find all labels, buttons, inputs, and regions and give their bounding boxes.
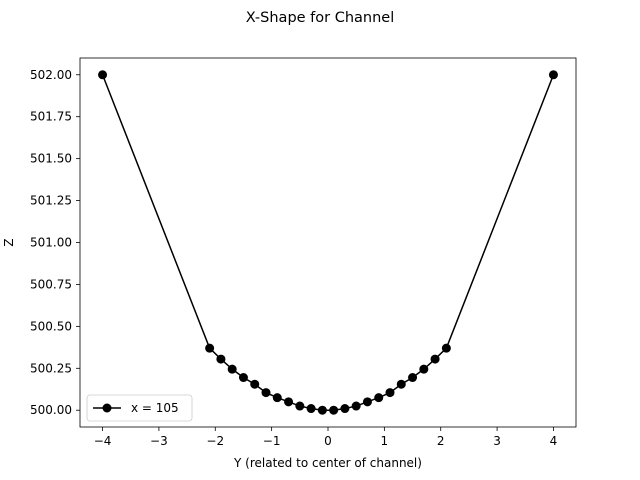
x-tick-label: −2 xyxy=(206,434,224,448)
data-point xyxy=(317,405,327,415)
y-tick-label: 501.75 xyxy=(30,110,72,124)
legend: x = 105 xyxy=(86,394,193,422)
y-tick-label: 500.00 xyxy=(30,403,72,417)
y-axis: 500.00 500.25 500.50 500.75 501.00 501.25 501.… xyxy=(30,68,80,417)
data-point xyxy=(548,70,558,80)
data-point xyxy=(441,343,451,353)
x-tick-label: −1 xyxy=(263,434,281,448)
data-point xyxy=(205,343,215,353)
data-point xyxy=(261,388,271,398)
data-point xyxy=(284,397,294,407)
y-tick-label: 501.00 xyxy=(30,236,72,250)
data-point xyxy=(98,70,108,80)
legend-marker-swatch xyxy=(102,403,112,413)
data-point xyxy=(396,379,406,389)
data-point xyxy=(216,354,226,364)
data-point xyxy=(385,388,395,398)
data-point xyxy=(306,404,316,414)
plot-frame xyxy=(79,57,577,428)
data-point xyxy=(362,397,372,407)
data-point xyxy=(351,401,361,411)
y-tick-label: 501.50 xyxy=(30,152,72,166)
x-tick-label: 1 xyxy=(381,434,389,448)
data-point xyxy=(419,364,429,374)
data-point xyxy=(250,379,260,389)
y-axis-label: Z xyxy=(2,238,16,246)
x-tick-label: 0 xyxy=(324,434,332,448)
legend-entry-label: x = 105 xyxy=(131,401,179,415)
x-tick-label: 3 xyxy=(493,434,501,448)
data-point xyxy=(295,401,305,411)
y-tick-label: 500.50 xyxy=(30,319,72,333)
data-point xyxy=(374,393,384,403)
x-tick-label: 2 xyxy=(437,434,445,448)
x-tick-label: −4 xyxy=(94,434,112,448)
y-tick-label: 501.25 xyxy=(30,194,72,208)
series-layer xyxy=(98,70,558,415)
data-point xyxy=(340,404,350,414)
y-tick-label: 500.25 xyxy=(30,361,72,375)
x-tick-label: −3 xyxy=(150,434,168,448)
plot-background xyxy=(80,58,576,427)
x-axis-label: Y (related to center of channel) xyxy=(233,456,422,470)
data-point xyxy=(329,405,339,415)
y-tick-label: 502.00 xyxy=(30,68,72,82)
chart-title: X-Shape for Channel xyxy=(246,10,395,26)
legend-box xyxy=(86,394,193,422)
data-point xyxy=(227,364,237,374)
data-point xyxy=(272,393,282,403)
plot-area xyxy=(80,58,576,427)
data-point xyxy=(408,373,418,383)
data-point xyxy=(238,373,248,383)
x-tick-label: 4 xyxy=(550,434,558,448)
x-axis: −4 −3 −2 −1 0 1 2 3 4 xyxy=(94,427,558,448)
y-tick-label: 500.75 xyxy=(30,277,72,291)
data-point xyxy=(430,354,440,364)
